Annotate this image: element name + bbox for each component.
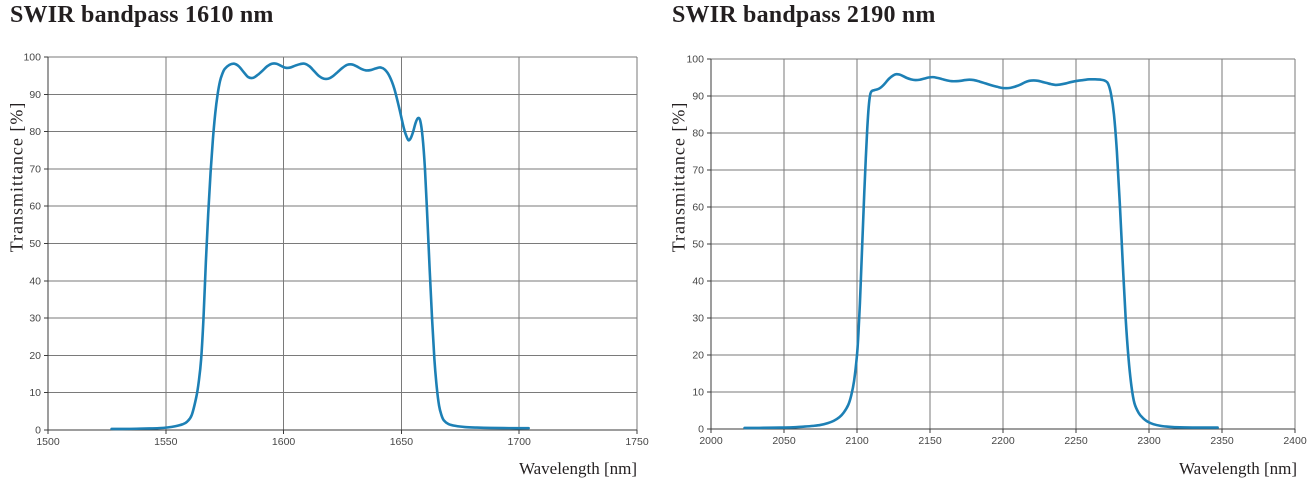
y-tick-label: 20 <box>29 350 41 362</box>
x-tick-label: 1550 <box>154 436 178 448</box>
axis-lines <box>47 57 637 431</box>
y-tick-label: 100 <box>23 52 41 64</box>
transmittance-curve <box>743 72 1219 430</box>
y-tick-label: 70 <box>29 163 41 175</box>
x-tick-label: 2250 <box>1064 435 1088 447</box>
x-axis-label: Wavelength [nm] <box>1178 459 1297 478</box>
y-tick-label: 10 <box>29 387 41 399</box>
x-tick-label: 2350 <box>1210 435 1234 447</box>
y-tick-label: 40 <box>29 275 41 287</box>
y-tick-label: 80 <box>692 128 704 140</box>
x-tick-label: 1750 <box>625 436 649 448</box>
y-tick-label: 0 <box>35 425 41 437</box>
y-tick-label: 40 <box>692 276 704 288</box>
chart-title: SWIR bandpass 2190 nm <box>672 2 936 28</box>
y-tick-label: 30 <box>692 313 704 325</box>
x-tick-label: 1650 <box>390 436 414 448</box>
y-axis-label: Transmittance [%] <box>6 101 27 253</box>
x-tick-label: 2300 <box>1137 435 1161 447</box>
y-tick-label: 60 <box>692 202 704 214</box>
x-tick-label: 2100 <box>845 435 869 447</box>
x-axis-label: Wavelength [nm] <box>518 459 637 478</box>
x-tick-label: 1700 <box>508 436 532 448</box>
chart-title: SWIR bandpass 1610 nm <box>10 2 274 28</box>
transmittance-curve <box>110 62 530 431</box>
x-tick-label: 1600 <box>272 436 296 448</box>
y-axis-label: Transmittance [%] <box>668 101 689 253</box>
y-tick-label: 50 <box>692 239 704 251</box>
x-tick-label: 2050 <box>772 435 796 447</box>
y-tick-label: 20 <box>692 350 704 362</box>
y-tick-label: 60 <box>29 201 41 213</box>
y-tick-label: 10 <box>692 387 704 399</box>
y-tick-label: 80 <box>29 126 41 138</box>
y-tick-label: 90 <box>29 89 41 101</box>
x-tick-label: 2150 <box>918 435 942 447</box>
x-tick-label: 2400 <box>1283 435 1307 447</box>
y-tick-label: 50 <box>29 238 41 250</box>
y-tick-label: 70 <box>692 165 704 177</box>
x-tick-label: 2200 <box>991 435 1015 447</box>
y-tick-label: 90 <box>692 91 704 103</box>
x-tick-label: 2000 <box>699 435 723 447</box>
plot-area: 0 10 20 30 40 50 60 70 80 90 100 1500 1550 1600 1650 17… <box>23 52 648 449</box>
x-tick-label: 1500 <box>36 436 60 448</box>
y-tick-label: 0 <box>698 424 704 436</box>
axis-lines <box>710 59 1295 430</box>
y-tick-label: 100 <box>686 54 704 66</box>
plot-area: 0 10 20 30 40 50 60 70 80 90 100 2000 2050 2100 2150 22… <box>686 54 1306 448</box>
y-tick-label: 30 <box>29 313 41 325</box>
